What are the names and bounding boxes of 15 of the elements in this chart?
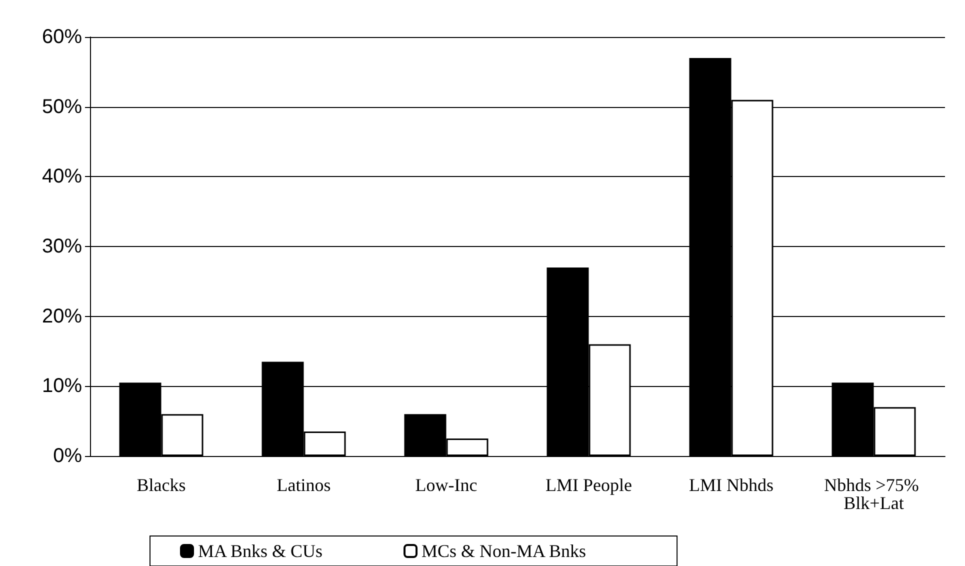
legend-label: MCs & Non-MA Bnks [422,541,586,561]
x-tick-label: Low-Inc [415,475,478,495]
x-tick-label: Latinos [276,475,331,495]
x-tick-label: LMI People [546,475,632,495]
y-tick-label: 0% [53,445,82,467]
y-tick-label: 20% [42,305,82,328]
legend-label: MA Bnks & CUs [198,541,323,561]
x-tick-label: Nbhds >75% Blk+Lat [824,475,924,513]
x-tick-label: Blacks [136,475,186,495]
y-tick-label: 40% [42,166,82,188]
y-tick-label: 30% [42,236,82,258]
y-tick-label: 60% [42,26,82,48]
x-tick-label: LMI Nbhds [689,475,774,495]
y-tick-label: 50% [42,96,82,118]
y-tick-label: 10% [42,375,82,398]
